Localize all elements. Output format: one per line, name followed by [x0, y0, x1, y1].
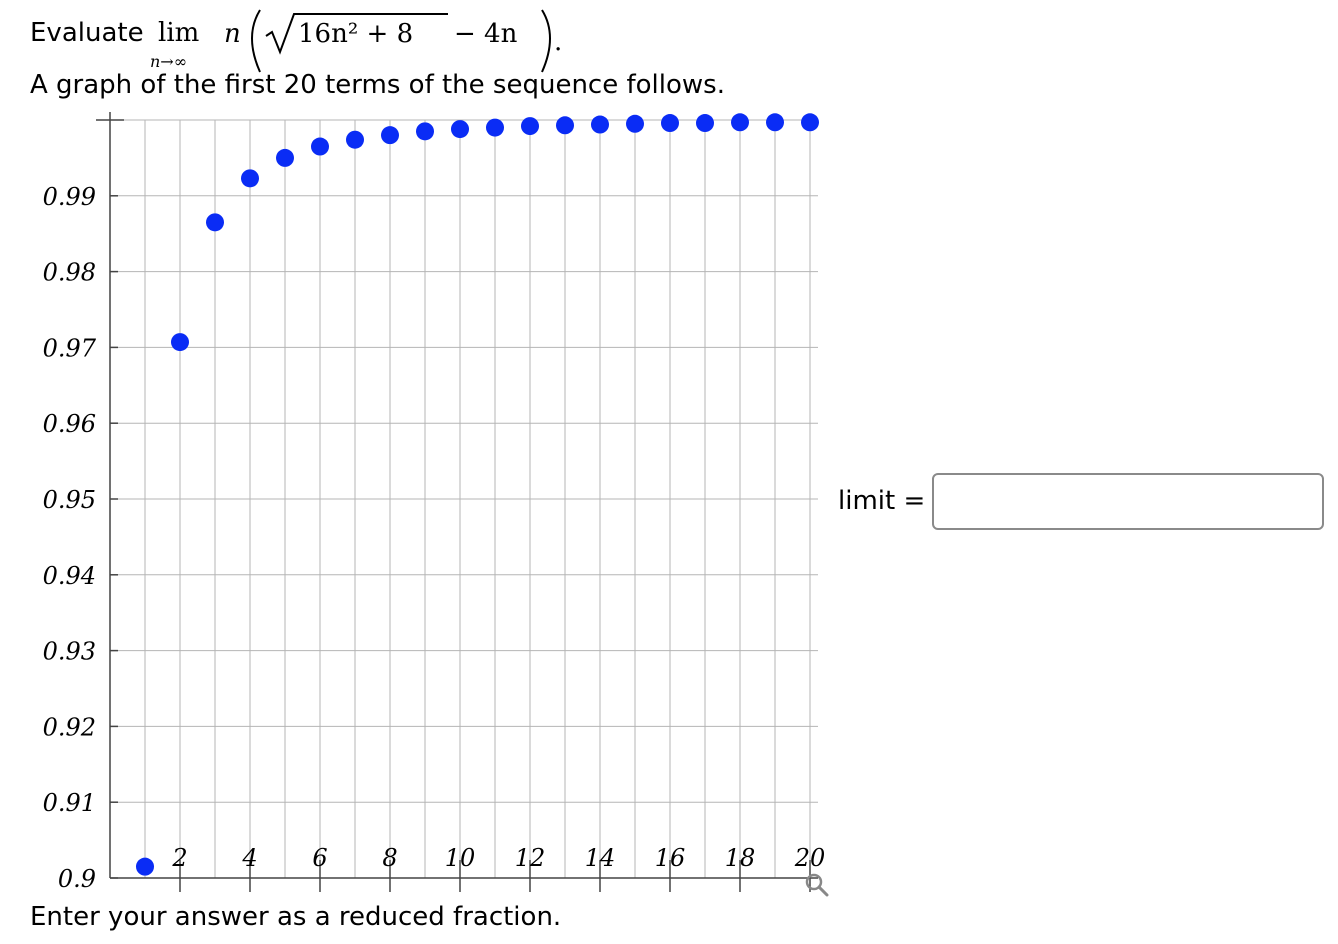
- x-tick-label: 20: [794, 844, 826, 872]
- y-tick-label: 0.97: [43, 334, 97, 362]
- data-point: [381, 126, 399, 145]
- x-tick-label: 6: [312, 844, 327, 872]
- left-paren: [251, 9, 261, 73]
- y-tick-label: 0.91: [43, 789, 96, 817]
- limit-expression: n 16n² + 8 − 4n .: [224, 9, 562, 73]
- y-tick-label: 0.92: [43, 713, 96, 741]
- data-point: [206, 213, 224, 232]
- data-point: [801, 113, 819, 132]
- data-point: [171, 333, 189, 352]
- x-tick-label: 2: [171, 844, 187, 872]
- evaluate-label: Evaluate: [30, 18, 144, 48]
- data-point: [591, 115, 609, 134]
- answer-label: limit =: [838, 486, 926, 516]
- chart-grid: [110, 119, 818, 879]
- data-point: [626, 114, 644, 133]
- y-tick-label: 0.96: [43, 410, 96, 438]
- expr-rest: − 4n: [454, 19, 518, 49]
- x-tick-label: 18: [725, 844, 756, 872]
- right-paren: [541, 9, 551, 73]
- expr-radicand: 16n² + 8: [298, 19, 413, 49]
- answer-instructions: Enter your answer as a reduced fraction.: [30, 902, 562, 932]
- chart-axes: [96, 112, 818, 892]
- chart-points: [136, 113, 819, 876]
- x-tick-label: 12: [515, 844, 546, 872]
- data-point: [451, 120, 469, 139]
- data-point: [311, 137, 329, 156]
- data-point: [486, 118, 504, 137]
- x-tick-label: 16: [655, 844, 686, 872]
- y-tick-label: 0.99: [43, 183, 96, 211]
- data-point: [521, 117, 539, 136]
- y-tick-label: 0.94: [43, 562, 96, 590]
- data-point: [276, 148, 294, 167]
- data-point: [556, 116, 574, 135]
- data-point: [731, 113, 749, 132]
- x-tick-label: 14: [585, 844, 616, 872]
- y-tick-label: 0.93: [43, 638, 96, 666]
- data-point: [346, 130, 364, 149]
- data-point: [241, 169, 259, 188]
- chart-tick-labels: 0.9 0.91 0.92 0.93 0.94 0.95 0.96 0.97 0.98 0.99 2…: [43, 183, 826, 893]
- sqrt-sign: [265, 13, 448, 55]
- y-tick-label: 0.9: [58, 865, 96, 893]
- x-tick-label: 4: [241, 844, 257, 872]
- x-tick-label: 8: [382, 844, 397, 872]
- expr-period: .: [554, 27, 562, 57]
- limit-operator: lim: [158, 18, 200, 48]
- magnifier-icon[interactable]: [805, 873, 829, 897]
- data-point: [766, 113, 784, 132]
- data-point: [696, 114, 714, 133]
- data-point: [136, 857, 154, 876]
- expr-n: n: [224, 19, 241, 49]
- y-tick-label: 0.95: [43, 486, 96, 514]
- x-tick-label: 10: [445, 844, 476, 872]
- y-tick-label: 0.98: [43, 259, 96, 287]
- data-point: [416, 122, 434, 141]
- limit-subscript: n→∞: [150, 52, 188, 71]
- limit-answer-input[interactable]: [932, 473, 1324, 530]
- graph-caption: A graph of the first 20 terms of the seq…: [30, 70, 725, 100]
- data-point: [661, 114, 679, 133]
